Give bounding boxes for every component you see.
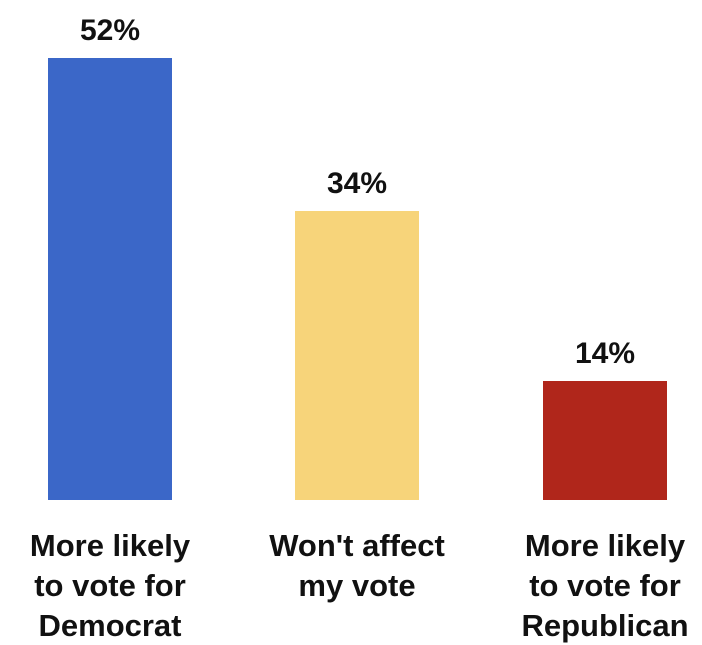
category-label-more-likely-to-vote-for-republican: More likely to vote for Republican: [521, 528, 688, 643]
category-label-line: to vote for: [34, 568, 186, 603]
category-label-more-likely-to-vote-for-democrat: More likely to vote for Democrat: [30, 528, 191, 643]
bar-more-likely-to-vote-for-republican: [543, 381, 667, 500]
category-label-line: my vote: [298, 568, 415, 603]
bar-won-t-affect-my-vote: [295, 211, 419, 500]
data-label-won-t-affect-my-vote: 34%: [327, 167, 387, 200]
data-label-more-likely-to-vote-for-republican: 14%: [575, 337, 635, 370]
bar-more-likely-to-vote-for-democrat: [48, 58, 172, 500]
category-label-line: More likely: [30, 528, 191, 563]
category-label-won-t-affect-my-vote: Won't affect my vote: [269, 528, 445, 603]
category-label-line: Democrat: [39, 608, 182, 643]
category-label-line: Republican: [521, 608, 688, 643]
category-label-line: More likely: [525, 528, 686, 563]
data-label-more-likely-to-vote-for-democrat: 52%: [80, 14, 140, 47]
category-label-line: Won't affect: [269, 528, 445, 563]
category-label-line: to vote for: [529, 568, 681, 603]
